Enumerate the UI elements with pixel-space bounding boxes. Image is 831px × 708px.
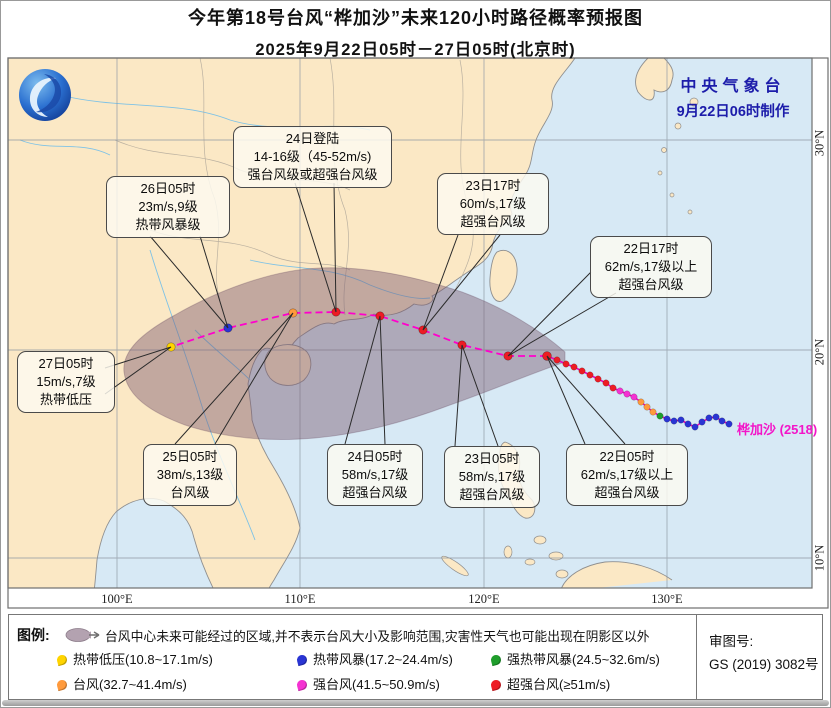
title-block: 今年第18号台风“桦加沙”未来120小时路径概率预报图 2025年9月22日05… <box>0 4 831 60</box>
callout-27d05h: 27日05时 15m/s,7级 热带低压 <box>17 351 115 413</box>
lon-label-130e: 130°E <box>651 592 683 606</box>
cma-logo <box>16 66 74 129</box>
map-outer-frame <box>7 57 829 609</box>
lat-label-20n: 20°N <box>812 338 827 366</box>
land-borneo <box>561 561 673 588</box>
bottom-bar <box>2 700 829 706</box>
lon-label-110e: 110°E <box>284 592 316 606</box>
ts-marker-icon <box>295 653 309 667</box>
attribution-agency: 中央气象台 <box>680 78 786 95</box>
callout-22d05h: 22日05时 62m/s,17级以上 超强台风级 <box>566 444 688 506</box>
legend-divider <box>696 615 697 699</box>
sts-marker-icon <box>489 653 503 667</box>
map-content <box>8 58 812 588</box>
callout-26d05h: 26日05时 23m/s,9级 热带风暴级 <box>106 176 230 238</box>
legend-item-sty: 强台风(41.5~50.9m/s) <box>295 674 440 693</box>
forecast-cone <box>123 267 566 440</box>
attribution-issued: 9月22日06时制作 <box>676 104 790 120</box>
lat-label-30n: 30°N <box>812 129 827 157</box>
callout-22d17h: 22日17时 62m/s,17级以上 超强台风级 <box>590 236 712 298</box>
map-title: 今年第18号台风“桦加沙”未来120小时路径概率预报图 <box>187 8 644 28</box>
legend-title: 图例: <box>17 627 50 643</box>
callout-landfall-24: 24日登陆 14-16级（45-52m/s) 强台风级或超强台风级 <box>233 126 392 188</box>
attribution-block: 中央气象台 9月22日06时制作 <box>648 72 818 121</box>
lon-label-100e: 100°E <box>101 592 133 606</box>
ty-marker-icon <box>55 678 69 692</box>
land-taiwan <box>489 249 518 302</box>
legend-item-td: 热带低压(10.8~17.1m/s) <box>55 649 213 668</box>
callout-23d05h: 23日05时 58m/s,17级 超强台风级 <box>444 446 540 508</box>
super-ty-marker-icon <box>489 678 503 692</box>
legend-item-super-ty: 超强台风(≥51m/s) <box>489 674 610 693</box>
storm-name-label: 桦加沙 (2518) <box>737 422 818 437</box>
lat-label-10n: 10°N <box>812 544 827 572</box>
lon-label-120e: 120°E <box>468 592 500 606</box>
license-label: 审图号: <box>709 634 754 649</box>
legend-item-ts: 热带风暴(17.2~24.4m/s) <box>295 649 453 668</box>
callout-24d05h: 24日05时 58m/s,17级 超强台风级 <box>327 444 423 506</box>
cma-logo-icon <box>19 69 71 121</box>
callout-23d17h: 23日17时 60m/s,17级 超强台风级 <box>437 173 549 235</box>
land-hainan <box>264 344 312 386</box>
cone-icon <box>65 627 101 648</box>
callout-leaders <box>104 182 626 447</box>
land-japan <box>635 58 674 101</box>
callout-25d05h: 25日05时 38m/s,13级 台风级 <box>143 444 237 506</box>
legend-item-ty: 台风(32.7~41.4m/s) <box>55 674 187 693</box>
ryukyu-islands <box>657 97 699 215</box>
td-marker-icon <box>55 653 69 667</box>
map-subtitle: 2025年9月22日05时－27日05时(北京时) <box>255 41 576 59</box>
license-number: GS (2019) 3082号 <box>709 657 819 672</box>
map-license: 审图号: GS (2019) 3082号 <box>709 630 819 676</box>
legend-panel: 图例: 台风中心未来可能经过的区域,并不表示台风大小及影响范围,灾害性天气也可能… <box>8 614 823 700</box>
sty-marker-icon <box>295 678 309 692</box>
observed-track-points <box>553 356 733 431</box>
legend-item-sts: 强热带风暴(24.5~32.6m/s) <box>489 649 660 668</box>
legend-cone-description: 台风中心未来可能经过的区域,并不表示台风大小及影响范围,灾害性天气也可能出现在阴… <box>105 629 650 644</box>
